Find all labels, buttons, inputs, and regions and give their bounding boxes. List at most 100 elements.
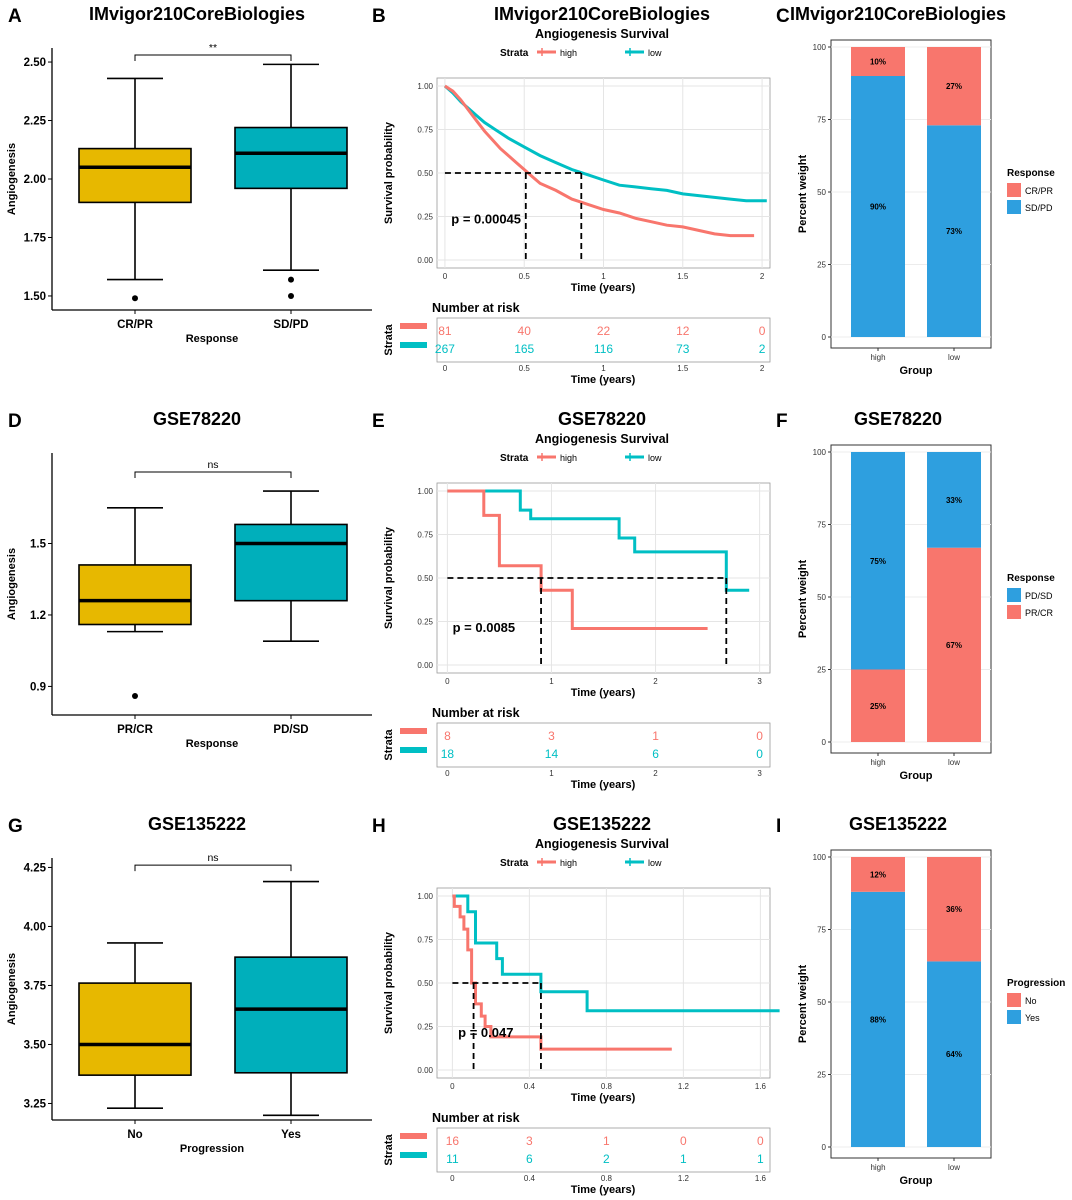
km-y-tick-label: 0.25 — [417, 213, 433, 222]
bar-segment-bottom — [851, 891, 905, 1147]
km-x-tick-label: 3 — [757, 677, 762, 686]
box-y-label: Angiogenesis — [6, 143, 18, 215]
bar-y-label: Percent weight — [797, 155, 809, 234]
bar-legend-label: PR/CR — [1025, 608, 1054, 618]
box-y-tick-label: 4.25 — [24, 862, 47, 874]
bar-legend-title: Progression — [1007, 978, 1065, 989]
risk-value-low: 1 — [680, 1152, 687, 1166]
risk-value-high: 1 — [652, 729, 659, 743]
risk-value-low: 18 — [441, 747, 455, 761]
km-x-tick-label: 0 — [450, 1082, 455, 1091]
risk-strata-label: Strata — [383, 324, 395, 356]
km-y-tick-label: 0.00 — [417, 256, 433, 265]
bar-segment-bottom — [927, 961, 981, 1147]
bar-y-tick-label: 0 — [822, 333, 827, 342]
bar-x-tick-label: high — [870, 353, 885, 362]
km-title: GSE78220 — [558, 409, 646, 429]
km-p-value: p = 0.047 — [458, 1025, 513, 1040]
km-median-lines — [452, 982, 542, 1070]
risk-value-low: 2 — [603, 1152, 610, 1166]
bar-y-tick-label: 0 — [822, 738, 827, 747]
bar-x-tick-label: low — [948, 758, 960, 767]
bar-title: GSE135222 — [849, 814, 947, 834]
bar-segment-top — [927, 857, 981, 962]
bar-segment-top — [851, 857, 905, 892]
risk-table-title: Number at risk — [432, 1111, 520, 1125]
box-body — [78, 982, 192, 1076]
risk-x-tick-label: 0.4 — [524, 1174, 536, 1183]
box-body — [78, 564, 192, 626]
km-y-label: Survival probability — [383, 931, 395, 1034]
bar-segment-bottom — [927, 547, 981, 742]
km-title: IMvigor210CoreBiologies — [494, 4, 710, 24]
box-y-tick-label: 1.50 — [24, 291, 46, 303]
km-legend-label-high: high — [560, 453, 577, 463]
box-y-tick-label: 1.5 — [30, 539, 47, 551]
km-legend-label-low: low — [648, 48, 662, 58]
km-y-tick-label: 0.25 — [417, 618, 433, 627]
box-y-tick-label: 2.25 — [24, 116, 47, 128]
risk-value-low: 73 — [676, 342, 690, 356]
bar-legend-key — [1007, 588, 1021, 602]
box-title: IMvigor210CoreBiologies — [89, 4, 305, 24]
bar-segment-bottom — [851, 76, 905, 337]
risk-x-tick-label: 1 — [549, 769, 554, 778]
bar-legend-label: Yes — [1025, 1013, 1040, 1023]
box-x-label: Progression — [180, 1143, 244, 1155]
km-y-tick-label: 0.75 — [417, 531, 433, 540]
km-legend-label-high: high — [560, 858, 577, 868]
km-y-tick-label: 0.25 — [417, 1023, 433, 1032]
significance-bracket — [134, 471, 292, 479]
km-legend-label-low: low — [648, 453, 662, 463]
risk-key-low — [400, 747, 427, 753]
risk-x-tick-label: 0 — [443, 364, 448, 373]
km-y-tick-label: 1.00 — [417, 487, 433, 496]
risk-x-label: Time (years) — [571, 779, 636, 791]
bar-label-bottom: 73% — [946, 227, 962, 236]
risk-key-low — [400, 342, 427, 348]
km-legend-label-low: low — [648, 858, 662, 868]
box-y-tick-label: 1.2 — [30, 610, 46, 622]
risk-value-low: 6 — [652, 747, 659, 761]
km-x-tick-label: 2 — [760, 272, 765, 281]
bar-label-top: 33% — [946, 496, 962, 505]
bar-y-tick-label: 25 — [817, 666, 826, 675]
km-y-tick-label: 0.50 — [417, 169, 433, 178]
box-body — [234, 126, 348, 190]
risk-value-high: 8 — [444, 729, 451, 743]
risk-x-tick-label: 0 — [450, 1174, 455, 1183]
km-median-lines — [444, 172, 583, 260]
risk-x-tick-label: 1 — [601, 364, 606, 373]
box-outlier — [132, 295, 138, 302]
box-body — [78, 147, 192, 204]
km-subtitle: Angiogenesis Survival — [535, 837, 669, 851]
km-y-tick-label: 0.50 — [417, 979, 433, 988]
box-y-tick-label: 1.75 — [24, 232, 47, 244]
risk-x-tick-label: 1.5 — [677, 364, 689, 373]
panel-letter: F — [776, 411, 788, 432]
km-x-tick-label: 1 — [601, 272, 606, 281]
bar-x-tick-label: low — [948, 1163, 960, 1172]
risk-table-title: Number at risk — [432, 706, 520, 720]
bar-y-label: Percent weight — [797, 965, 809, 1044]
risk-value-high: 40 — [518, 324, 532, 338]
bar-label-bottom: 90% — [870, 203, 886, 212]
risk-value-high: 3 — [548, 729, 555, 743]
bar-legend-label: No — [1025, 996, 1037, 1006]
risk-strata-label: Strata — [383, 1134, 395, 1166]
risk-x-tick-label: 2 — [760, 364, 765, 373]
km-legend-title: Strata — [500, 48, 529, 59]
risk-x-tick-label: 1.6 — [755, 1174, 767, 1183]
risk-key-low — [400, 1152, 427, 1158]
risk-value-low: 165 — [514, 342, 534, 356]
km-median-lines — [447, 577, 728, 665]
box-y-tick-label: 3.75 — [24, 980, 47, 992]
bar-x-label: Group — [900, 1175, 933, 1187]
risk-table-area — [436, 722, 771, 768]
significance-bracket — [134, 54, 292, 62]
km-curve-low — [452, 894, 780, 1013]
bar-legend-key — [1007, 605, 1021, 619]
km-y-tick-label: 0.75 — [417, 936, 433, 945]
bar-x-tick-label: high — [870, 1163, 885, 1172]
box-y-label: Angiogenesis — [6, 548, 18, 620]
